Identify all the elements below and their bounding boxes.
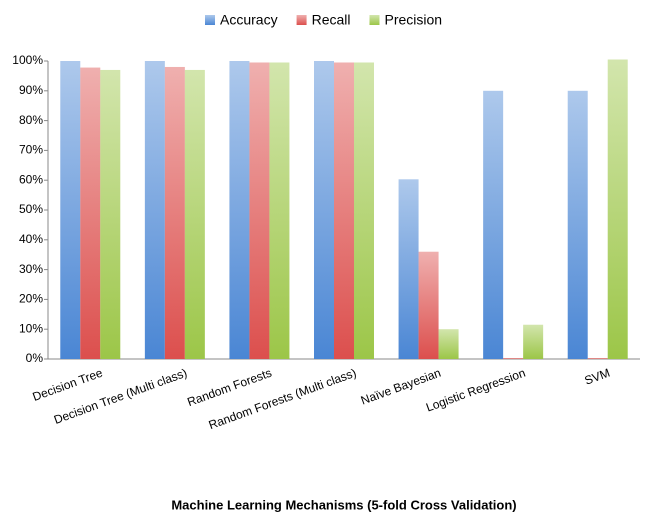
- bar: [587, 358, 608, 359]
- bar: [269, 62, 290, 360]
- bar: [354, 62, 374, 360]
- bar: [229, 61, 250, 359]
- bar: [607, 59, 628, 359]
- legend: Accuracy Recall Precision: [205, 12, 442, 28]
- y-tick-label: 50%: [19, 202, 43, 216]
- bar: [523, 324, 544, 359]
- bar: [503, 358, 524, 359]
- x-tick-label: SVM: [583, 366, 612, 388]
- bar: [418, 251, 439, 359]
- x-axis-title: Machine Learning Mechanisms (5-fold Cros…: [171, 497, 516, 512]
- x-tick-label: Random Forests (Multi class): [207, 366, 358, 433]
- bar: [438, 329, 459, 359]
- bar: [80, 67, 101, 359]
- bar: [249, 62, 270, 360]
- y-tick-label: 80%: [19, 113, 43, 127]
- y-tick-label: 60%: [19, 172, 43, 186]
- legend-label: Accuracy: [220, 12, 278, 28]
- y-tick-label: 10%: [19, 321, 43, 335]
- bar: [184, 69, 205, 359]
- legend-swatch: [205, 15, 215, 25]
- bar: [398, 179, 419, 359]
- bar: [144, 61, 165, 359]
- bar: [567, 90, 588, 360]
- y-tick-label: 90%: [19, 83, 43, 97]
- y-tick-label: 100%: [12, 53, 43, 67]
- legend-label: Precision: [384, 12, 442, 28]
- bar: [60, 61, 81, 359]
- legend-swatch: [369, 15, 380, 25]
- y-tick-label: 0%: [26, 351, 44, 365]
- y-tick-label: 70%: [19, 143, 43, 157]
- y-tick-label: 30%: [19, 262, 43, 276]
- bar: [483, 90, 504, 360]
- legend-label: Recall: [312, 12, 351, 28]
- bar: [334, 62, 354, 360]
- legend-swatch: [296, 15, 307, 25]
- y-tick-label: 20%: [19, 292, 43, 306]
- bar: [314, 61, 334, 359]
- bar: [164, 66, 185, 360]
- y-tick-label: 40%: [19, 232, 43, 246]
- bar: [100, 69, 121, 359]
